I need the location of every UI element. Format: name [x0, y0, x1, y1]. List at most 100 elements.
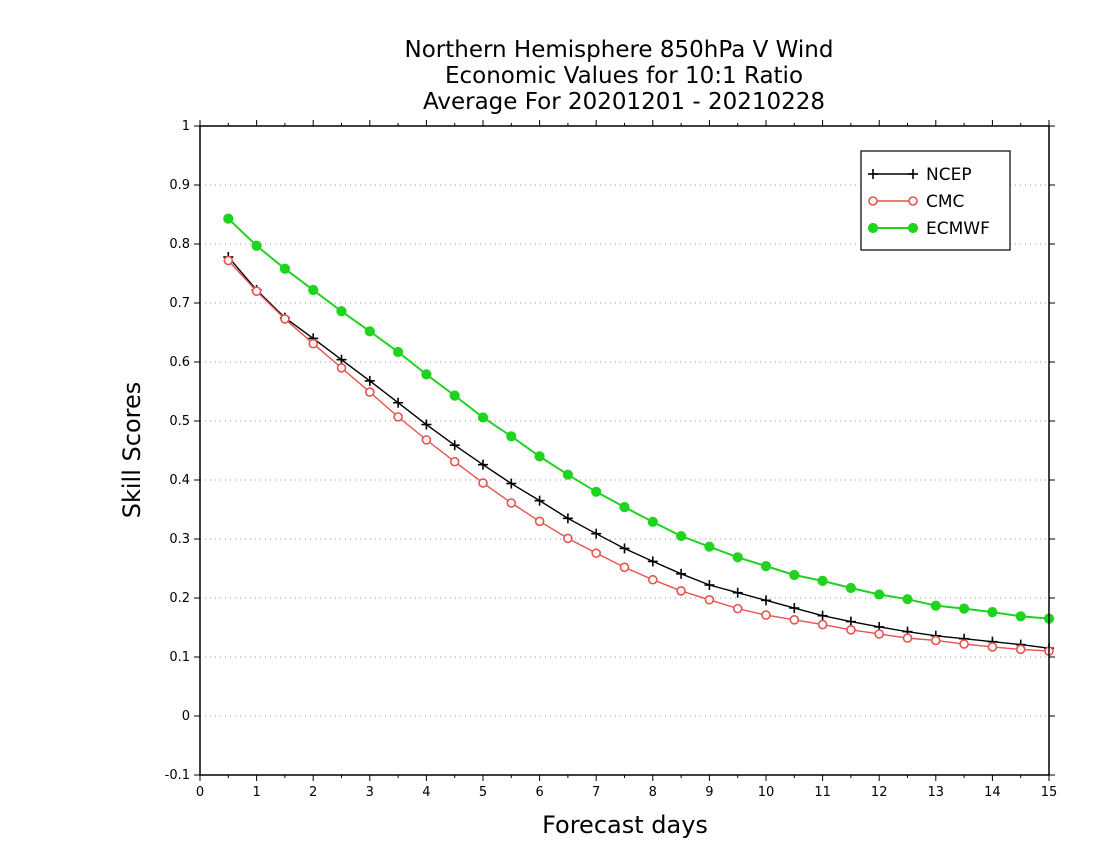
cmc-point: [591, 548, 602, 558]
ncep-point: [732, 587, 743, 598]
ncep-point: [421, 419, 432, 430]
ncep-point: [336, 354, 347, 365]
legend-marker-ecmwf: [907, 222, 919, 234]
ncep-point: [478, 459, 488, 470]
x-tick-label: 14: [984, 785, 1001, 800]
ncep-point: [506, 478, 517, 489]
series-ncep: [223, 251, 1054, 654]
axis-ticks: -0.100.10.20.30.40.50.60.70.80.910 1 2 3 4 5 6…: [165, 119, 1058, 800]
y-tick-label: 1: [182, 119, 190, 134]
cmc-point: [478, 478, 488, 488]
gridlines: [200, 184, 1049, 717]
ecmwf-point: [1015, 611, 1026, 622]
y-tick-label: 0.6: [169, 355, 190, 370]
cmc-point: [647, 574, 658, 585]
x-tick-label: 11: [814, 785, 831, 800]
y-tick-label: 0.9: [169, 178, 190, 193]
x-tick-label: 1: [252, 785, 260, 800]
cmc-point: [761, 610, 771, 620]
x-tick-label: 8: [649, 785, 657, 800]
ecmwf-point: [562, 469, 574, 480]
series-layer: [223, 213, 1055, 656]
y-tick-label: 0.3: [169, 532, 190, 547]
ecmwf-point: [647, 516, 658, 527]
ecmwf-point: [902, 594, 913, 605]
legend-marker-ncep: [908, 169, 918, 179]
ncep-point: [817, 610, 828, 621]
y-tick-label: 0.8: [169, 237, 190, 252]
legend-marker-ncep: [868, 169, 878, 179]
y-tick-label: 0.1: [169, 650, 190, 665]
ncep-point: [845, 616, 856, 627]
ecmwf-point: [874, 589, 885, 600]
x-tick-label: 4: [422, 785, 430, 800]
ecmwf-point: [704, 541, 715, 552]
ecmwf-point: [732, 552, 743, 563]
legend-marker-cmc: [908, 196, 918, 206]
ecmwf-point: [817, 575, 828, 586]
legend-label-ecmwf: ECMWF: [926, 219, 990, 239]
ncep-point: [449, 440, 460, 451]
cmc-point: [874, 629, 885, 639]
y-tick-label: 0: [182, 709, 190, 724]
chart-title-line-3: Average For 20201201 - 20210228: [423, 89, 825, 115]
cmc-point: [449, 456, 460, 467]
ecmwf-point: [393, 346, 404, 358]
legend: NCEP CMC ECMWF: [860, 150, 1011, 251]
ecmwf-point: [279, 263, 290, 274]
cmc-point: [223, 255, 234, 266]
ncep-line: [227, 256, 1050, 649]
legend-item-cmc: CMC: [868, 192, 964, 212]
cmc-point: [563, 533, 573, 544]
x-tick-label: 12: [871, 785, 888, 800]
x-tick-label: 15: [1041, 785, 1058, 800]
ecmwf-point: [449, 390, 460, 401]
ecmwf-point: [477, 412, 489, 423]
ncep-point: [393, 397, 404, 408]
cmc-point: [1015, 644, 1026, 655]
legend-item-ecmwf: ECMWF: [867, 219, 990, 239]
ecmwf-point: [676, 530, 687, 542]
x-tick-label: 0: [196, 785, 204, 800]
x-tick-label: 2: [309, 785, 317, 800]
ecmwf-point: [987, 607, 998, 618]
cmc-point: [817, 619, 828, 630]
ncep-point: [704, 580, 715, 591]
chart-title-line-2: Economic Values for 10:1 Ratio: [445, 63, 803, 89]
x-tick-label: 6: [535, 785, 543, 800]
cmc-point: [364, 387, 375, 397]
x-tick-label: 13: [928, 785, 945, 800]
x-tick-label: 3: [366, 785, 374, 800]
ecmwf-line: [227, 217, 1050, 620]
cmc-point: [987, 642, 998, 652]
legend-label-cmc: CMC: [926, 192, 964, 212]
cmc-point: [732, 603, 743, 614]
cmc-point: [619, 562, 630, 573]
legend-label-ncep: NCEP: [926, 165, 972, 185]
ecmwf-point: [959, 603, 970, 614]
ncep-point: [534, 495, 545, 506]
ecmwf-point: [223, 213, 234, 224]
cmc-point: [846, 625, 856, 635]
cmc-point: [336, 363, 347, 373]
ncep-point: [364, 375, 375, 386]
x-tick-label: 5: [479, 785, 487, 800]
ncep-point: [619, 543, 630, 554]
y-tick-label: 0.4: [169, 473, 190, 488]
x-axis-title: Forecast days: [542, 811, 708, 839]
y-tick-label: 0.2: [169, 591, 190, 606]
cmc-point: [280, 314, 290, 324]
cmc-point: [902, 633, 913, 643]
x-tick-label: 9: [705, 785, 713, 800]
legend-marker-cmc: [868, 196, 878, 206]
series-cmc: [223, 255, 1054, 656]
cmc-point: [251, 286, 262, 297]
y-tick-label: 0.5: [169, 414, 190, 429]
ecmwf-point: [845, 582, 857, 594]
legend-item-ncep: NCEP: [868, 165, 972, 185]
ecmwf-point: [251, 240, 262, 251]
ecmwf-point: [421, 369, 432, 380]
x-tick-label: 10: [758, 785, 775, 800]
legend-marker-ecmwf: [867, 222, 879, 234]
ncep-point: [647, 556, 658, 567]
